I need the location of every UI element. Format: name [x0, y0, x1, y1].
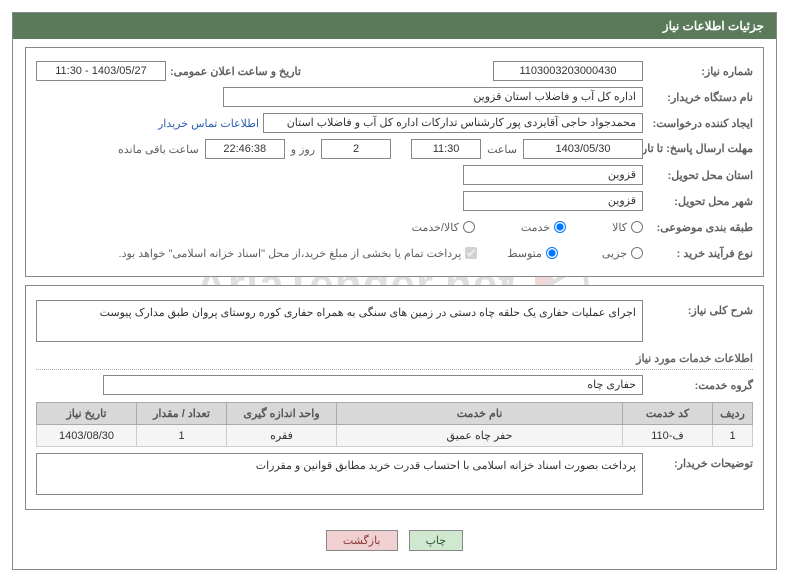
button-row: چاپ بازگشت	[13, 518, 776, 569]
deadline-date: 1403/05/30	[523, 139, 643, 159]
td-date: 1403/08/30	[37, 425, 137, 447]
radio-both[interactable]: کالا/خدمت	[412, 221, 475, 234]
row-delivery-province: استان محل تحویل: قزوین	[36, 164, 753, 186]
table-row: 1 ف-110 حفر چاه عمیق فقره 1 1403/08/30	[37, 425, 753, 447]
row-description: شرح کلی نیاز: اجرای عملیات حفاری یک حلقه…	[36, 300, 753, 342]
process-type-group: جزیی متوسط	[507, 247, 643, 260]
contact-buyer-link[interactable]: اطلاعات تماس خریدار	[154, 117, 263, 130]
payment-checkbox[interactable]	[465, 247, 477, 259]
th-name: نام خدمت	[337, 403, 623, 425]
th-qty: تعداد / مقدار	[137, 403, 227, 425]
requester-value: محمدجواد حاجی آقایزدی پور کارشناس تدارکا…	[263, 113, 643, 133]
radio-service-input[interactable]	[554, 221, 566, 233]
buyer-notes-label: توضیحات خریدار:	[643, 453, 753, 470]
description-label: شرح کلی نیاز:	[643, 300, 753, 317]
row-need-number: شماره نیاز: 1103003203000430 تاریخ و ساع…	[36, 60, 753, 82]
row-deadline: مهلت ارسال پاسخ: تا تاریخ: 1403/05/30 سا…	[36, 138, 753, 160]
process-type-label: نوع فرآیند خرید :	[643, 247, 753, 260]
description-text: اجرای عملیات حفاری یک حلقه چاه دستی در ز…	[36, 300, 643, 342]
service-group-value: حفاری چاه	[103, 375, 643, 395]
buyer-notes-text: پرداخت بصورت اسناد خزانه اسلامی با احتسا…	[36, 453, 643, 495]
main-panel: جزئیات اطلاعات نیاز AriaTender.net شماره…	[12, 12, 777, 570]
radio-medium[interactable]: متوسط	[507, 247, 558, 260]
row-subject-class: طبقه بندی موضوعی: کالا خدمت کالا/خدمت	[36, 216, 753, 238]
panel-header: جزئیات اطلاعات نیاز	[13, 13, 776, 39]
delivery-city-label: شهر محل تحویل:	[643, 195, 753, 208]
radio-service[interactable]: خدمت	[521, 221, 566, 234]
td-code: ف-110	[623, 425, 713, 447]
service-group-label: گروه خدمت:	[643, 379, 753, 392]
radio-both-label: کالا/خدمت	[412, 221, 459, 234]
th-code: کد خدمت	[623, 403, 713, 425]
row-service-group: گروه خدمت: حفاری چاه	[36, 374, 753, 396]
delivery-city-value: قزوین	[463, 191, 643, 211]
details-box: شماره نیاز: 1103003203000430 تاریخ و ساع…	[25, 47, 764, 277]
deadline-time: 11:30	[411, 139, 481, 159]
radio-goods[interactable]: کالا	[612, 221, 643, 234]
buyer-org-value: اداره کل آب و فاضلاب استان قزوین	[223, 87, 643, 107]
delivery-province-value: قزوین	[463, 165, 643, 185]
deadline-days: 2	[321, 139, 391, 159]
deadline-time-label: ساعت	[481, 143, 523, 156]
table-header-row: ردیف کد خدمت نام خدمت واحد اندازه گیری ت…	[37, 403, 753, 425]
radio-partial-label: جزیی	[602, 247, 627, 260]
radio-medium-label: متوسط	[507, 247, 542, 260]
td-row: 1	[713, 425, 753, 447]
row-buyer-org: نام دستگاه خریدار: اداره کل آب و فاضلاب …	[36, 86, 753, 108]
row-buyer-notes: توضیحات خریدار: پرداخت بصورت اسناد خزانه…	[36, 453, 753, 495]
radio-partial[interactable]: جزیی	[602, 247, 643, 260]
print-button[interactable]: چاپ	[409, 530, 464, 551]
payment-checkbox-wrap[interactable]: پرداخت تمام یا بخشی از مبلغ خرید،از محل …	[119, 247, 478, 260]
row-delivery-city: شهر محل تحویل: قزوین	[36, 190, 753, 212]
announce-value: 1403/05/27 - 11:30	[36, 61, 166, 81]
announce-label: تاریخ و ساعت اعلان عمومی:	[166, 65, 301, 78]
delivery-province-label: استان محل تحویل:	[643, 169, 753, 182]
radio-both-input[interactable]	[463, 221, 475, 233]
td-qty: 1	[137, 425, 227, 447]
row-requester: ایجاد کننده درخواست: محمدجواد حاجی آقایز…	[36, 112, 753, 134]
th-unit: واحد اندازه گیری	[227, 403, 337, 425]
td-unit: فقره	[227, 425, 337, 447]
deadline-label: مهلت ارسال پاسخ: تا تاریخ:	[643, 143, 753, 155]
buyer-org-label: نام دستگاه خریدار:	[643, 91, 753, 104]
deadline-days-label: روز و	[285, 143, 321, 156]
need-number-value: 1103003203000430	[493, 61, 643, 81]
td-name: حفر چاه عمیق	[337, 425, 623, 447]
deadline-remain-label: ساعت باقی مانده	[112, 143, 205, 156]
radio-medium-input[interactable]	[546, 247, 558, 259]
radio-service-label: خدمت	[521, 221, 550, 234]
deadline-countdown: 22:46:38	[205, 139, 285, 159]
need-number-label: شماره نیاز:	[643, 65, 753, 78]
panel-title: جزئیات اطلاعات نیاز	[663, 19, 764, 33]
subject-class-group: کالا خدمت کالا/خدمت	[412, 221, 643, 234]
subject-class-label: طبقه بندی موضوعی:	[643, 221, 753, 234]
description-box: شرح کلی نیاز: اجرای عملیات حفاری یک حلقه…	[25, 285, 764, 510]
services-table: ردیف کد خدمت نام خدمت واحد اندازه گیری ت…	[36, 402, 753, 447]
th-date: تاریخ نیاز	[37, 403, 137, 425]
row-process-type: نوع فرآیند خرید : جزیی متوسط پرداخت تمام…	[36, 242, 753, 264]
radio-goods-input[interactable]	[631, 221, 643, 233]
radio-goods-label: کالا	[612, 221, 627, 234]
payment-checkbox-label: پرداخت تمام یا بخشی از مبلغ خرید،از محل …	[119, 247, 462, 260]
th-row: ردیف	[713, 403, 753, 425]
service-info-title: اطلاعات خدمات مورد نیاز	[36, 348, 753, 370]
back-button[interactable]: بازگشت	[326, 530, 398, 551]
requester-label: ایجاد کننده درخواست:	[643, 117, 753, 130]
radio-partial-input[interactable]	[631, 247, 643, 259]
